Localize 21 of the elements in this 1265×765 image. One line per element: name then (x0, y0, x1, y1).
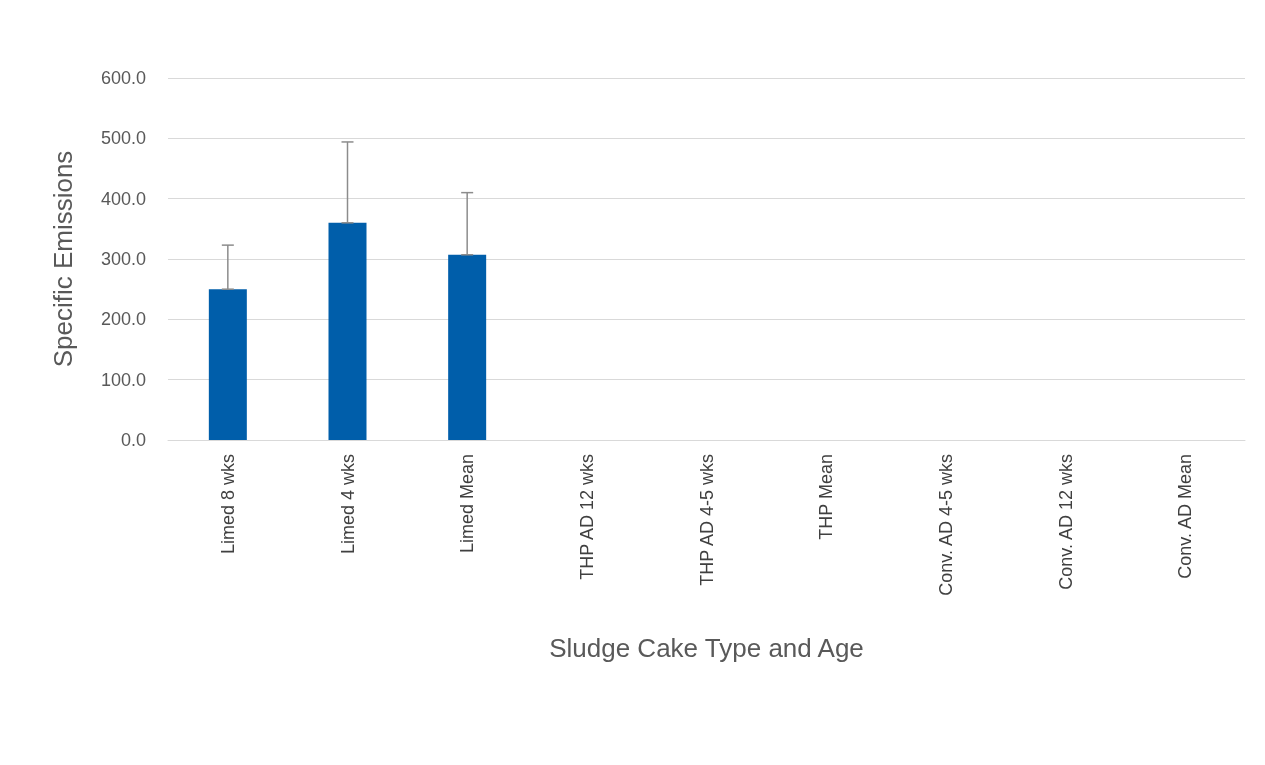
x-tick-label: Limed Mean (457, 454, 478, 554)
x-tick-label: Conv. AD Mean (1175, 454, 1196, 579)
y-tick-label: 400.0 (100, 188, 146, 209)
x-tick-label: Limed 4 wks (337, 454, 358, 555)
bar (328, 222, 367, 440)
x-tick-label: Conv. AD 4-5 wks (935, 454, 956, 596)
bar (448, 254, 487, 440)
y-tick-label: 100.0 (100, 369, 146, 390)
x-tick-label: THP AD 12 wks (576, 454, 597, 580)
x-tick-label: Limed 8 wks (217, 454, 238, 555)
bar (208, 289, 247, 440)
y-axis-title: Specific Emissions (48, 150, 78, 368)
y-tick-label: 0.0 (120, 430, 146, 450)
x-tick-label: Conv. AD 12 wks (1055, 454, 1076, 590)
y-tick-label: 200.0 (100, 309, 146, 330)
x-tick-label: THP AD 4-5 wks (696, 454, 717, 586)
y-tick-label: 500.0 (100, 128, 146, 149)
y-tick-label: 300.0 (100, 249, 146, 269)
y-tick-label: 600.0 (100, 68, 146, 88)
x-axis-title: Sludge Cake Type and Age (549, 633, 864, 663)
x-tick-label: THP Mean (816, 454, 837, 540)
